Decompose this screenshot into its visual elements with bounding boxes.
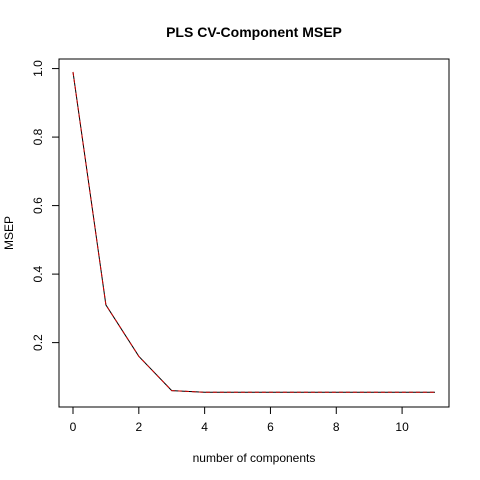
plot-box (59, 59, 449, 407)
y-axis-label: MSEP (2, 216, 16, 250)
series-line-1 (73, 72, 435, 392)
series-layer (73, 72, 435, 392)
y-tick-label: 0.6 (31, 197, 45, 214)
x-tick-label: 0 (70, 420, 77, 434)
y-tick-label: 0.2 (31, 334, 45, 351)
y-tick-label: 0.4 (31, 265, 45, 282)
x-axis-label: number of components (193, 451, 316, 465)
series-line-2 (73, 72, 435, 392)
x-tick-label: 6 (267, 420, 274, 434)
x-axis: 0 2 4 6 8 10 (70, 407, 409, 434)
y-tick-label: 0.8 (31, 128, 45, 145)
x-tick-label: 8 (333, 420, 340, 434)
x-tick-label: 10 (395, 420, 409, 434)
y-tick-label: 1.0 (31, 60, 45, 77)
y-axis: 0.2 0.4 0.6 0.8 1.0 (31, 60, 59, 351)
chart-title: PLS CV-Component MSEP (166, 24, 342, 40)
x-tick-label: 2 (135, 420, 142, 434)
x-tick-label: 4 (201, 420, 208, 434)
